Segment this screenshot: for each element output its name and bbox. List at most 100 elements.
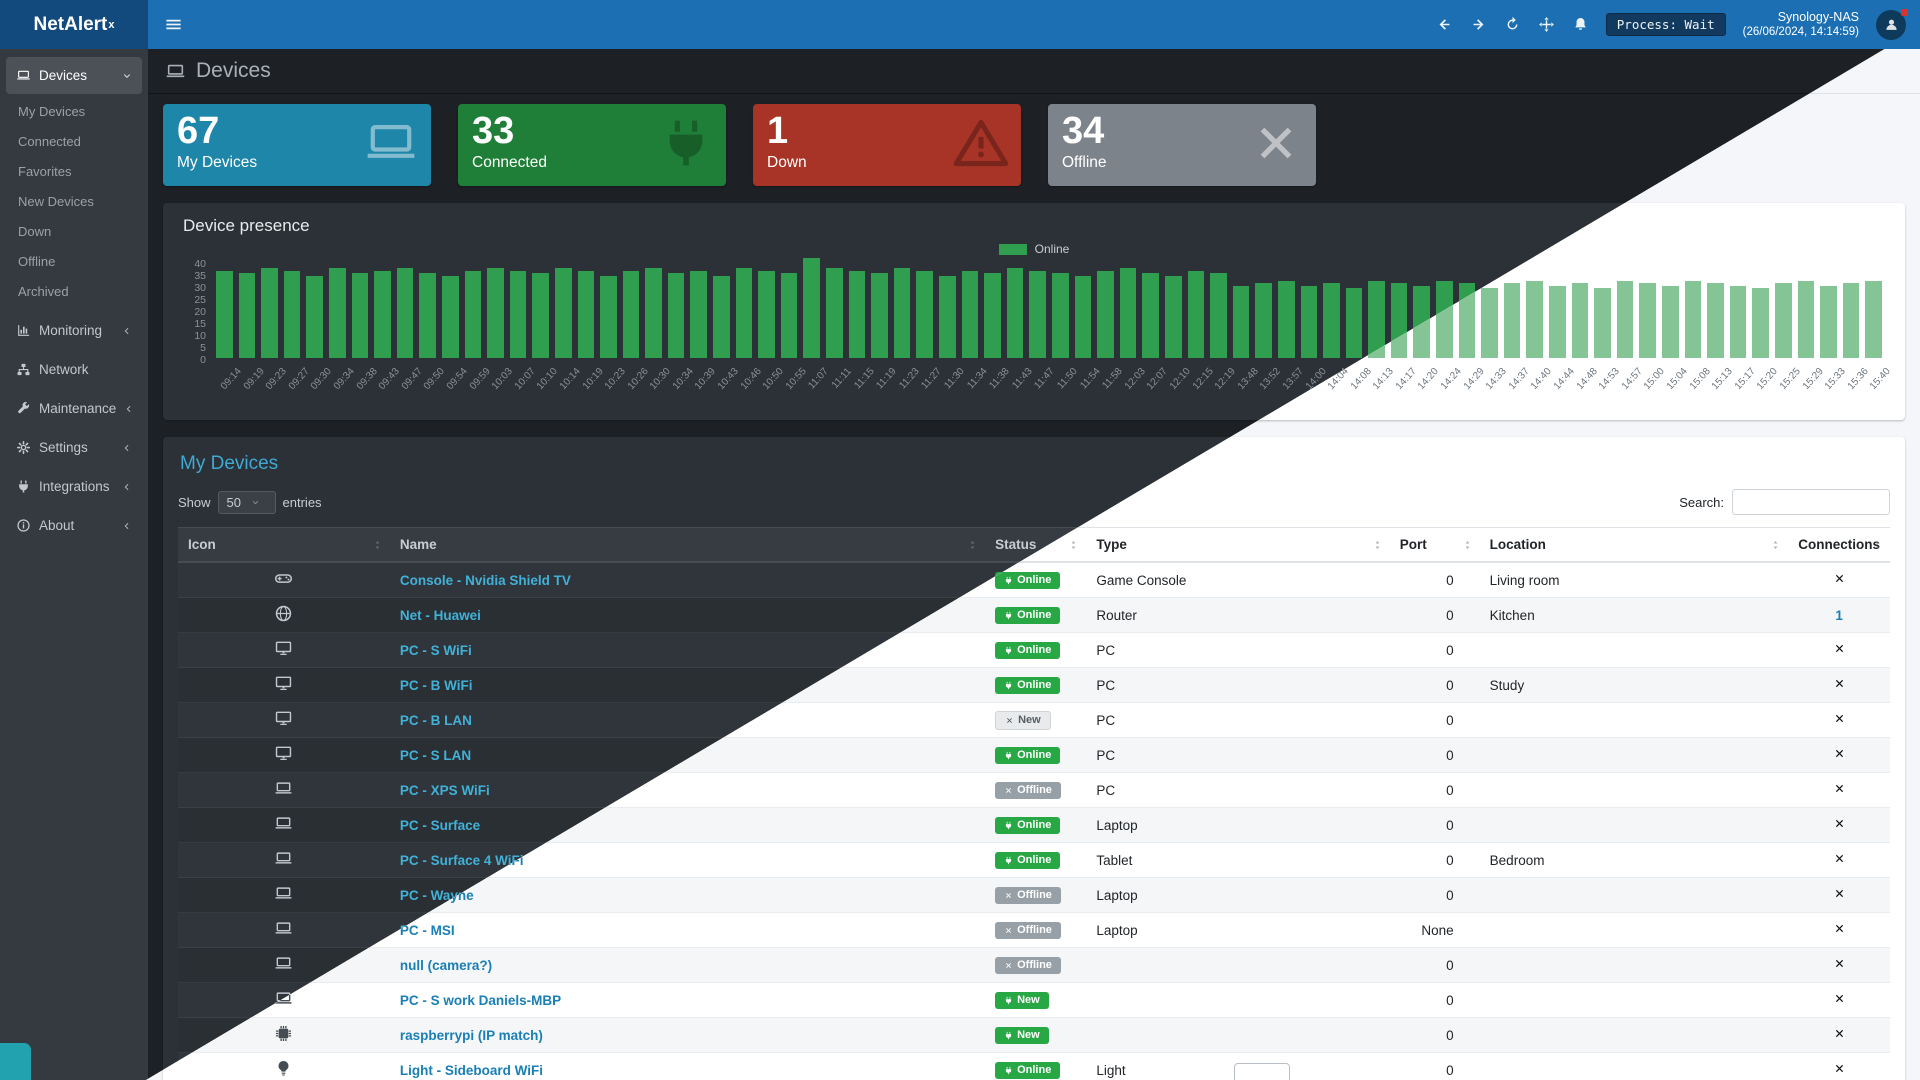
summary-card-connected[interactable]: 33 Connected [458, 104, 726, 186]
connections-link[interactable]: 1 [1835, 607, 1843, 623]
x-tick-label: 15:33 [1823, 366, 1848, 392]
sidebar-item-my-devices[interactable]: My Devices [18, 103, 86, 119]
column-header-name[interactable]: Name [389, 527, 986, 563]
sidebar-item-connected[interactable]: Connected [18, 133, 81, 149]
lightbulb-icon [274, 1059, 293, 1078]
device-link[interactable]: PC - S work Daniels-MBP [399, 992, 562, 1008]
column-header-type[interactable]: Type [1086, 527, 1390, 563]
summary-card-offline[interactable]: 34 Offline [1048, 104, 1316, 186]
remove-icon[interactable] [1833, 572, 1846, 585]
device-link[interactable]: PC - B WiFi [399, 677, 473, 693]
table-row[interactable]: null (camera?) Offline 0 [178, 947, 1890, 983]
floating-settings-button[interactable] [0, 1043, 31, 1080]
device-link[interactable]: Light - Sideboard WiFi [399, 1062, 543, 1078]
chevron-left-icon [122, 443, 132, 453]
chart-bar [1323, 283, 1340, 358]
sidebar-item-monitoring[interactable]: Monitoring [6, 312, 142, 349]
device-port: 0 [1389, 1017, 1480, 1053]
forward-arrow-icon[interactable] [1470, 16, 1487, 33]
sidebar-item-new-devices[interactable]: New Devices [18, 193, 94, 209]
column-header-connections[interactable]: Connections [1788, 527, 1890, 563]
table-row[interactable]: Light - Sideboard WiFi Online Light 0 [178, 1052, 1890, 1080]
device-link[interactable]: PC - Surface [399, 817, 481, 833]
column-header-location[interactable]: Location [1479, 527, 1789, 563]
refresh-icon[interactable] [1504, 16, 1521, 33]
device-link[interactable]: null (camera?) [399, 957, 493, 973]
column-header-icon[interactable]: Icon [178, 527, 390, 563]
remove-icon[interactable] [1833, 992, 1846, 1005]
sidebar-item-favorites[interactable]: Favorites [18, 163, 72, 179]
device-location [1479, 702, 1789, 738]
remove-icon[interactable] [1833, 887, 1846, 900]
chart-bar [871, 273, 888, 358]
remove-icon[interactable] [1833, 957, 1846, 970]
avatar[interactable] [1876, 8, 1908, 40]
move-icon[interactable] [1538, 16, 1555, 33]
remove-icon[interactable] [1833, 1027, 1846, 1040]
sidebar-item-about[interactable]: About [6, 507, 142, 544]
device-link[interactable]: PC - XPS WiFi [399, 782, 490, 798]
sidebar-item-maintenance[interactable]: Maintenance [6, 390, 142, 427]
device-link[interactable]: raspberrypi (IP match) [399, 1027, 543, 1043]
entries-select[interactable]: 50 [217, 490, 276, 514]
y-tick-label: 10 [194, 330, 206, 342]
sidebar-item-network[interactable]: Network [6, 351, 142, 388]
section-title: My Devices [180, 453, 279, 474]
chart-bar [1752, 288, 1769, 358]
laptop-icon [274, 884, 293, 903]
x-tick-label: 11:43 [1010, 366, 1035, 392]
sidebar-item-label: Settings [39, 440, 88, 455]
device-link[interactable]: PC - Surface 4 WiFi [399, 852, 524, 868]
column-header-port[interactable]: Port [1389, 527, 1480, 563]
remove-icon[interactable] [1833, 782, 1846, 795]
bell-icon[interactable] [1572, 16, 1589, 33]
x-tick-label: 09:54 [444, 366, 470, 392]
sidebar-item-down[interactable]: Down [18, 223, 52, 239]
desktop-icon [274, 674, 293, 693]
plug-icon [16, 479, 31, 494]
x-tick-label: 11:58 [1100, 366, 1125, 392]
sidebar-item-offline[interactable]: Offline [18, 253, 56, 269]
summary-card-down[interactable]: 1 Down [753, 104, 1021, 186]
pagination-control[interactable] [1234, 1063, 1290, 1080]
x-tick-label: 14:33 [1484, 366, 1510, 392]
remove-icon[interactable] [1833, 747, 1846, 760]
sort-icon [1372, 539, 1383, 550]
remove-icon[interactable] [1833, 1062, 1846, 1075]
table-row[interactable]: PC - MSI Offline Laptop None [178, 912, 1890, 948]
device-link[interactable]: PC - S WiFi [399, 642, 472, 658]
x-tick-label: 14:48 [1574, 366, 1600, 392]
device-link[interactable]: PC - MSI [399, 922, 455, 938]
sidebar-item-settings[interactable]: Settings [6, 429, 142, 466]
search-input[interactable] [1732, 489, 1890, 515]
table-row[interactable]: PC - S work Daniels-MBP New 0 [178, 982, 1890, 1018]
device-link[interactable]: Console - Nvidia Shield TV [399, 572, 571, 588]
chart-bar [396, 268, 414, 358]
remove-icon[interactable] [1833, 677, 1846, 690]
back-arrow-icon[interactable] [1436, 16, 1453, 33]
summary-card-my-devices[interactable]: 67 My Devices [163, 104, 431, 186]
table-row[interactable]: raspberrypi (IP match) New 0 [178, 1017, 1890, 1053]
device-type: PC [1086, 702, 1390, 738]
chart-bar [961, 270, 979, 358]
sidebar-item-integrations[interactable]: Integrations [6, 468, 142, 505]
device-port: None [1389, 912, 1480, 948]
device-link[interactable]: PC - S LAN [399, 747, 472, 763]
sidebar-item-devices[interactable]: Devices [6, 57, 142, 94]
remove-icon[interactable] [1833, 852, 1846, 865]
page-header: Devices [148, 49, 1920, 94]
sidebar: Devices My Devices Connected Favorites N… [0, 49, 148, 1080]
remove-icon[interactable] [1833, 712, 1846, 725]
sidebar-item-archived[interactable]: Archived [18, 283, 69, 299]
remove-icon[interactable] [1833, 817, 1846, 830]
device-link[interactable]: Net - Huawei [399, 607, 481, 623]
remove-icon[interactable] [1833, 642, 1846, 655]
device-link[interactable]: PC - B LAN [399, 712, 472, 728]
remove-icon[interactable] [1833, 922, 1846, 935]
device-port: 0 [1389, 772, 1480, 808]
x-tick-label: 15:25 [1777, 366, 1803, 392]
sidebar-toggle-button[interactable] [164, 15, 183, 34]
y-tick-label: 15 [194, 318, 206, 330]
card-value: 67 [177, 110, 220, 152]
